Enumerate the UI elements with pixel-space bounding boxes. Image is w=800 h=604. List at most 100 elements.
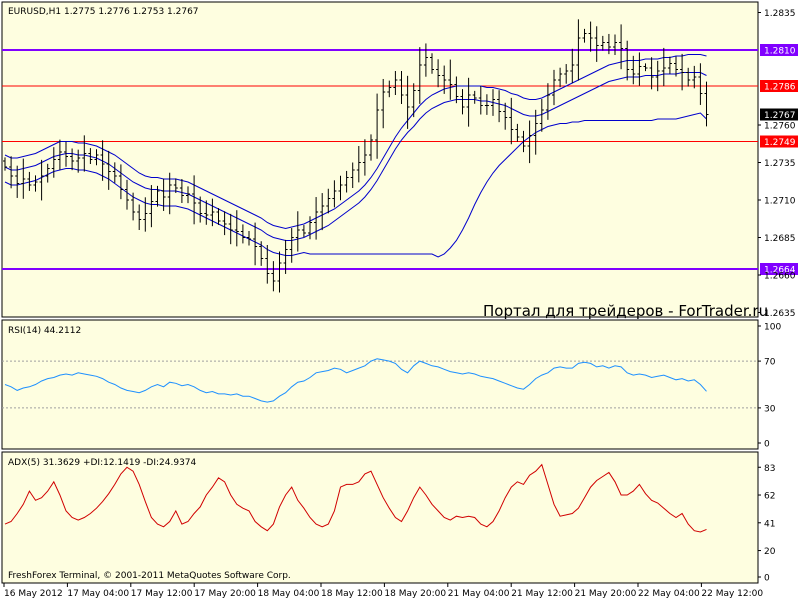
time-tick-label: 18 May 20:00 — [384, 589, 446, 599]
price-bar — [338, 175, 343, 201]
price-bar — [503, 102, 508, 130]
time-tick-label: 21 May 20:00 — [575, 589, 637, 599]
price-bar — [76, 149, 81, 173]
price-bar — [509, 97, 514, 145]
price-pane-background — [1, 1, 759, 318]
price-bar — [137, 204, 142, 230]
price-bar — [613, 34, 617, 55]
price-bar — [204, 200, 209, 225]
price-bar — [423, 43, 428, 77]
adx-tick-label: 20 — [764, 547, 776, 557]
price-bar — [198, 196, 203, 223]
price-bar — [533, 109, 538, 155]
price-bar — [106, 150, 111, 190]
price-bar — [112, 162, 117, 183]
price-bar — [82, 135, 87, 172]
time-tick-label: 18 May 04:00 — [258, 589, 320, 599]
rsi-pane[interactable]: RSI(14) 44.2112 100 70 30 0 — [1, 319, 781, 450]
price-bar — [234, 210, 239, 247]
envelope-middle-line — [4, 72, 707, 241]
price-bar — [582, 28, 587, 43]
price-level-label: 1.2767 — [764, 111, 796, 121]
price-level-label: 1.2664 — [764, 266, 796, 276]
price-bar — [655, 60, 660, 92]
copyright-text: FreshForex Terminal, © 2001-2011 MetaQuo… — [8, 571, 291, 581]
rsi-series-line — [4, 358, 707, 403]
adx-pane-background — [1, 451, 759, 584]
price-bar — [515, 123, 520, 142]
price-bar — [674, 56, 678, 77]
price-bar — [539, 99, 544, 132]
price-bar — [228, 213, 233, 245]
price-bar — [308, 216, 312, 240]
price-bar — [283, 239, 288, 274]
price-bar — [155, 185, 160, 207]
price-bar — [100, 140, 105, 181]
price-bar — [3, 157, 7, 171]
envelope-upper-line — [4, 54, 707, 230]
price-bar — [9, 156, 14, 189]
price-bar — [588, 21, 593, 52]
adx-series-line — [4, 463, 707, 533]
price-bar — [45, 163, 50, 183]
price-bar — [118, 164, 123, 200]
price-bar — [192, 175, 197, 225]
price-level-label-box — [760, 263, 798, 275]
price-bar — [478, 86, 483, 115]
price-bar — [314, 197, 319, 240]
price-bars — [3, 19, 709, 293]
price-bar — [33, 175, 38, 192]
price-bar — [527, 120, 532, 164]
price-bar — [350, 162, 355, 188]
price-bar — [448, 59, 453, 100]
rsi-header: RSI(14) 44.2112 — [8, 326, 81, 336]
price-bar — [521, 130, 526, 153]
price-bar — [558, 67, 563, 88]
rsi-pane-background — [1, 319, 759, 450]
price-bar — [57, 139, 62, 170]
price-bar — [387, 80, 392, 98]
price-bar — [576, 19, 581, 81]
price-tick-label: 1.2710 — [764, 197, 796, 207]
price-level-label-box — [760, 80, 798, 92]
price-bar — [460, 89, 465, 115]
price-level-label: 1.2749 — [764, 138, 796, 148]
price-bar — [570, 48, 575, 84]
price-bar — [399, 71, 404, 104]
rsi-axis: 100 70 30 0 — [758, 323, 781, 450]
price-bar — [143, 197, 148, 232]
price-bar — [271, 261, 276, 292]
price-bar — [344, 170, 349, 193]
adx-pane[interactable]: ADX(5) 31.3629 +DI:12.1419 -DI:24.9374 F… — [1, 451, 776, 584]
price-bar — [472, 90, 477, 104]
price-tick-label: 1.2835 — [764, 9, 796, 19]
price-level-label-box — [760, 108, 798, 121]
price-bar — [484, 94, 489, 115]
price-tick-label: 1.2760 — [764, 122, 796, 132]
price-bar — [466, 77, 471, 127]
price-bar — [692, 65, 697, 89]
price-bar — [625, 40, 630, 81]
time-tick-label: 18 May 12:00 — [321, 589, 383, 599]
price-bar — [332, 180, 337, 208]
price-bar — [216, 208, 221, 225]
price-header: EURUSD,H1 1.2775 1.2776 1.2753 1.2767 — [8, 7, 199, 17]
price-bar — [125, 179, 129, 210]
price-pane[interactable]: EURUSD,H1 1.2775 1.2776 1.2753 1.2767 По… — [1, 1, 798, 320]
price-bar — [594, 26, 599, 62]
price-bar — [454, 76, 459, 104]
time-tick-label: 17 May 12:00 — [131, 589, 193, 599]
price-level-label: 1.2786 — [764, 83, 796, 93]
price-tick-label: 1.2635 — [764, 309, 796, 319]
price-bar — [15, 165, 20, 198]
price-bar — [21, 158, 26, 199]
price-bar — [405, 75, 410, 129]
price-bar — [27, 171, 32, 191]
rsi-tick-label: 0 — [764, 440, 770, 450]
price-bar — [362, 139, 367, 176]
price-bar — [356, 146, 361, 183]
price-bar — [430, 53, 434, 74]
time-tick-label: 21 May 12:00 — [511, 589, 573, 599]
price-bar — [179, 179, 184, 203]
